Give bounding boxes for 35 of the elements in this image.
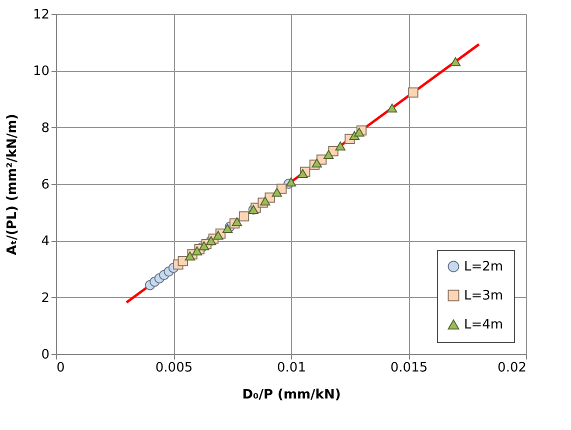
point xyxy=(354,128,364,137)
point xyxy=(238,211,250,222)
y-tick-label: 0 xyxy=(41,348,50,362)
point xyxy=(232,217,242,226)
x-tick-label: 0.02 xyxy=(498,360,526,376)
y-tick-label: 10 xyxy=(32,64,50,80)
point xyxy=(192,246,202,256)
x-tick-label: 0.005 xyxy=(155,360,193,376)
point xyxy=(323,150,334,160)
point xyxy=(184,251,196,260)
point xyxy=(198,241,210,250)
point xyxy=(222,224,233,233)
point xyxy=(335,142,346,151)
point xyxy=(408,87,418,98)
x-tick-label: 0.015 xyxy=(390,360,428,376)
x-tick-label: 0 xyxy=(56,360,65,376)
point xyxy=(298,169,308,178)
point xyxy=(286,178,296,187)
y-axis-title: Aₜ/(PL) (mm²/kN/m) xyxy=(4,114,20,256)
point xyxy=(386,104,398,113)
point xyxy=(272,188,282,197)
y-tick-label: 2 xyxy=(41,290,50,306)
y-tick-label: 8 xyxy=(41,120,50,136)
x-axis-title: D₀/P (mm/kN) xyxy=(242,388,341,402)
legend-label: L=2m xyxy=(464,260,504,274)
point xyxy=(260,196,270,206)
y-tick-label: 4 xyxy=(41,234,50,250)
legend-label: L=3m xyxy=(464,288,504,304)
y-tick-label: 12 xyxy=(32,8,50,22)
legend-label: L=4m xyxy=(464,318,504,332)
point xyxy=(312,158,322,168)
y-tick-label: 6 xyxy=(41,178,50,192)
x-tick-label: 0.01 xyxy=(277,360,306,376)
point xyxy=(450,57,461,66)
point xyxy=(213,230,224,240)
